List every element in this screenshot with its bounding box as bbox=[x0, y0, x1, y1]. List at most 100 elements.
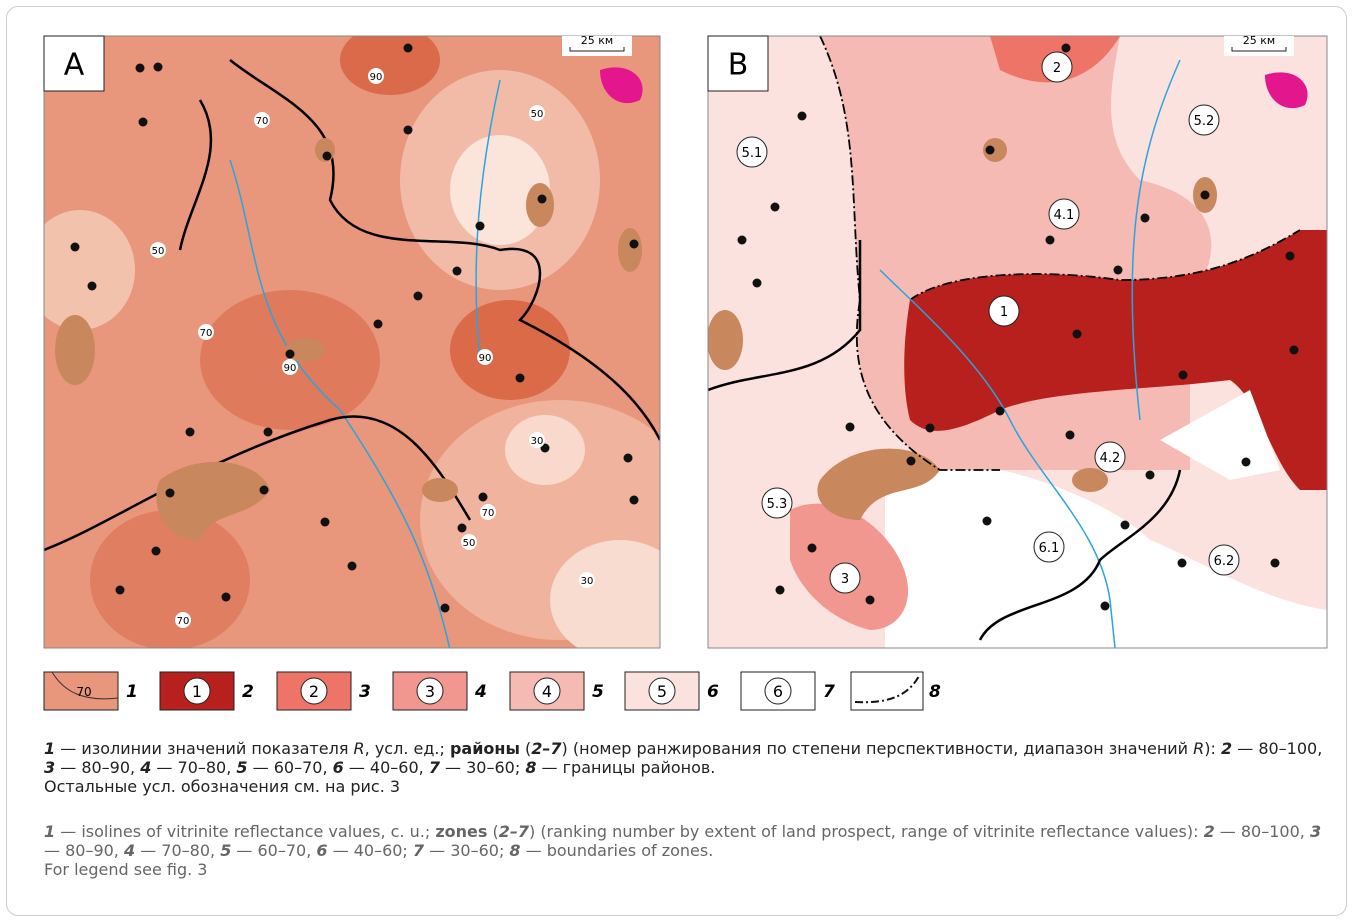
caption-run: — 80–90, bbox=[44, 841, 124, 860]
caption-run: — isolines of vitrinite reflectance valu… bbox=[55, 822, 435, 841]
caption-note: For legend see fig. 3 bbox=[44, 860, 1334, 879]
site-dot bbox=[458, 524, 467, 533]
caption-run: 8 bbox=[509, 841, 520, 860]
caption-run: ( bbox=[520, 739, 531, 758]
site-dot bbox=[71, 243, 80, 252]
caption-run: — 80–90, bbox=[55, 758, 140, 777]
caption-run: — 70–80, bbox=[151, 758, 236, 777]
caption-run: 3 bbox=[44, 758, 55, 777]
isoline-label: 70 bbox=[482, 508, 495, 519]
legend-sample: 6 bbox=[773, 682, 783, 701]
site-dot bbox=[808, 544, 817, 553]
isoline-label: 50 bbox=[152, 246, 165, 257]
caption-run: районы bbox=[450, 739, 520, 758]
legend-number: 5 bbox=[592, 682, 604, 702]
legend-number: 3 bbox=[359, 682, 371, 702]
site-dot bbox=[1046, 236, 1055, 245]
site-dot bbox=[453, 267, 462, 276]
site-dot bbox=[630, 240, 639, 249]
site-dot bbox=[1179, 371, 1188, 380]
site-dot bbox=[866, 596, 875, 605]
site-dot bbox=[1066, 431, 1075, 440]
zone-label: 1 bbox=[1000, 305, 1008, 320]
site-dot bbox=[116, 586, 125, 595]
zone-label: 6.1 bbox=[1039, 541, 1060, 556]
site-dot bbox=[222, 593, 231, 602]
site-dot bbox=[166, 489, 175, 498]
site-dot bbox=[926, 424, 935, 433]
site-dot bbox=[260, 486, 269, 495]
caption-run: 4 bbox=[124, 841, 135, 860]
legend-sample: 4 bbox=[542, 682, 552, 701]
caption-run: 2–7 bbox=[499, 822, 529, 841]
site-dot bbox=[88, 282, 97, 291]
site-dot bbox=[404, 44, 413, 53]
site-dot bbox=[538, 195, 547, 204]
caption-run: 2 bbox=[1204, 822, 1215, 841]
site-dot bbox=[1271, 559, 1280, 568]
legend-sample: 2 bbox=[309, 682, 319, 701]
site-dot bbox=[907, 457, 916, 466]
caption-run: 2 bbox=[1221, 739, 1232, 758]
legend-sample: 3 bbox=[425, 682, 435, 701]
site-dot bbox=[753, 279, 762, 288]
caption-run: R bbox=[1193, 739, 1204, 758]
site-dot bbox=[186, 428, 195, 437]
caption-run: 5 bbox=[236, 758, 247, 777]
caption-run: — 30–60; bbox=[424, 841, 509, 860]
site-dot bbox=[798, 112, 807, 121]
caption-run: — boundaries of zones. bbox=[521, 841, 714, 860]
caption-run: 7 bbox=[429, 758, 440, 777]
site-dot bbox=[771, 203, 780, 212]
caption-run: 1 bbox=[44, 739, 55, 758]
site-dot bbox=[996, 407, 1005, 416]
caption-run: — границы районов. bbox=[536, 758, 715, 777]
site-dot bbox=[441, 604, 450, 613]
caption-run: — 70–80, bbox=[135, 841, 220, 860]
legend-sample: 70 bbox=[76, 685, 91, 699]
site-dot bbox=[1073, 330, 1082, 339]
caption-run: — изолинии значений показателя bbox=[55, 739, 353, 758]
isoline-label: 50 bbox=[463, 538, 476, 549]
site-dot bbox=[983, 517, 992, 526]
site-dot bbox=[154, 63, 163, 72]
site-dot bbox=[846, 423, 855, 432]
caption-run: ) (номер ранжирования по степени перспек… bbox=[562, 739, 1194, 758]
isoline-label: 30 bbox=[581, 576, 594, 587]
map-a bbox=[25, 25, 700, 660]
caption-en-text: 1 — isolines of vitrinite reflectance va… bbox=[44, 822, 1334, 860]
site-dot bbox=[1114, 266, 1123, 275]
site-dot bbox=[1101, 602, 1110, 611]
caption-run: ) (ranking number by extent of land pros… bbox=[529, 822, 1204, 841]
zone-label: 3 bbox=[841, 572, 849, 587]
scale-label: 25 км bbox=[1243, 34, 1275, 47]
caption-run: — 60–70, bbox=[231, 841, 316, 860]
zone-label: 4.2 bbox=[1100, 451, 1121, 466]
figure: A25 км907050507090903070503070B25 км25.2… bbox=[0, 0, 1355, 724]
site-dot bbox=[516, 374, 525, 383]
isoline-label: 90 bbox=[370, 72, 383, 83]
site-dot bbox=[404, 126, 413, 135]
isoline-label: 90 bbox=[479, 353, 492, 364]
scale-label: 25 км bbox=[581, 34, 613, 47]
caption-run: 7 bbox=[413, 841, 424, 860]
zone-label: 5.3 bbox=[767, 497, 788, 512]
site-dot bbox=[348, 562, 357, 571]
caption-run: R bbox=[354, 739, 365, 758]
caption-run: 2–7 bbox=[531, 739, 561, 758]
site-dot bbox=[1286, 252, 1295, 261]
site-dot bbox=[264, 428, 273, 437]
zone-label: 4.1 bbox=[1054, 208, 1075, 223]
caption-run: — 60–70, bbox=[248, 758, 333, 777]
isoline-label: 50 bbox=[531, 109, 544, 120]
site-dot bbox=[1146, 471, 1155, 480]
site-dot bbox=[476, 222, 485, 231]
caption-run: ): bbox=[1204, 739, 1221, 758]
caption-run: 6 bbox=[316, 841, 327, 860]
caption-run: — 80–100, bbox=[1215, 822, 1310, 841]
caption-run: , усл. ед.; bbox=[365, 739, 450, 758]
zone-label: 2 bbox=[1053, 61, 1061, 76]
site-dot bbox=[139, 118, 148, 127]
legend-swatch bbox=[851, 672, 923, 710]
caption-run: zones bbox=[435, 822, 487, 841]
